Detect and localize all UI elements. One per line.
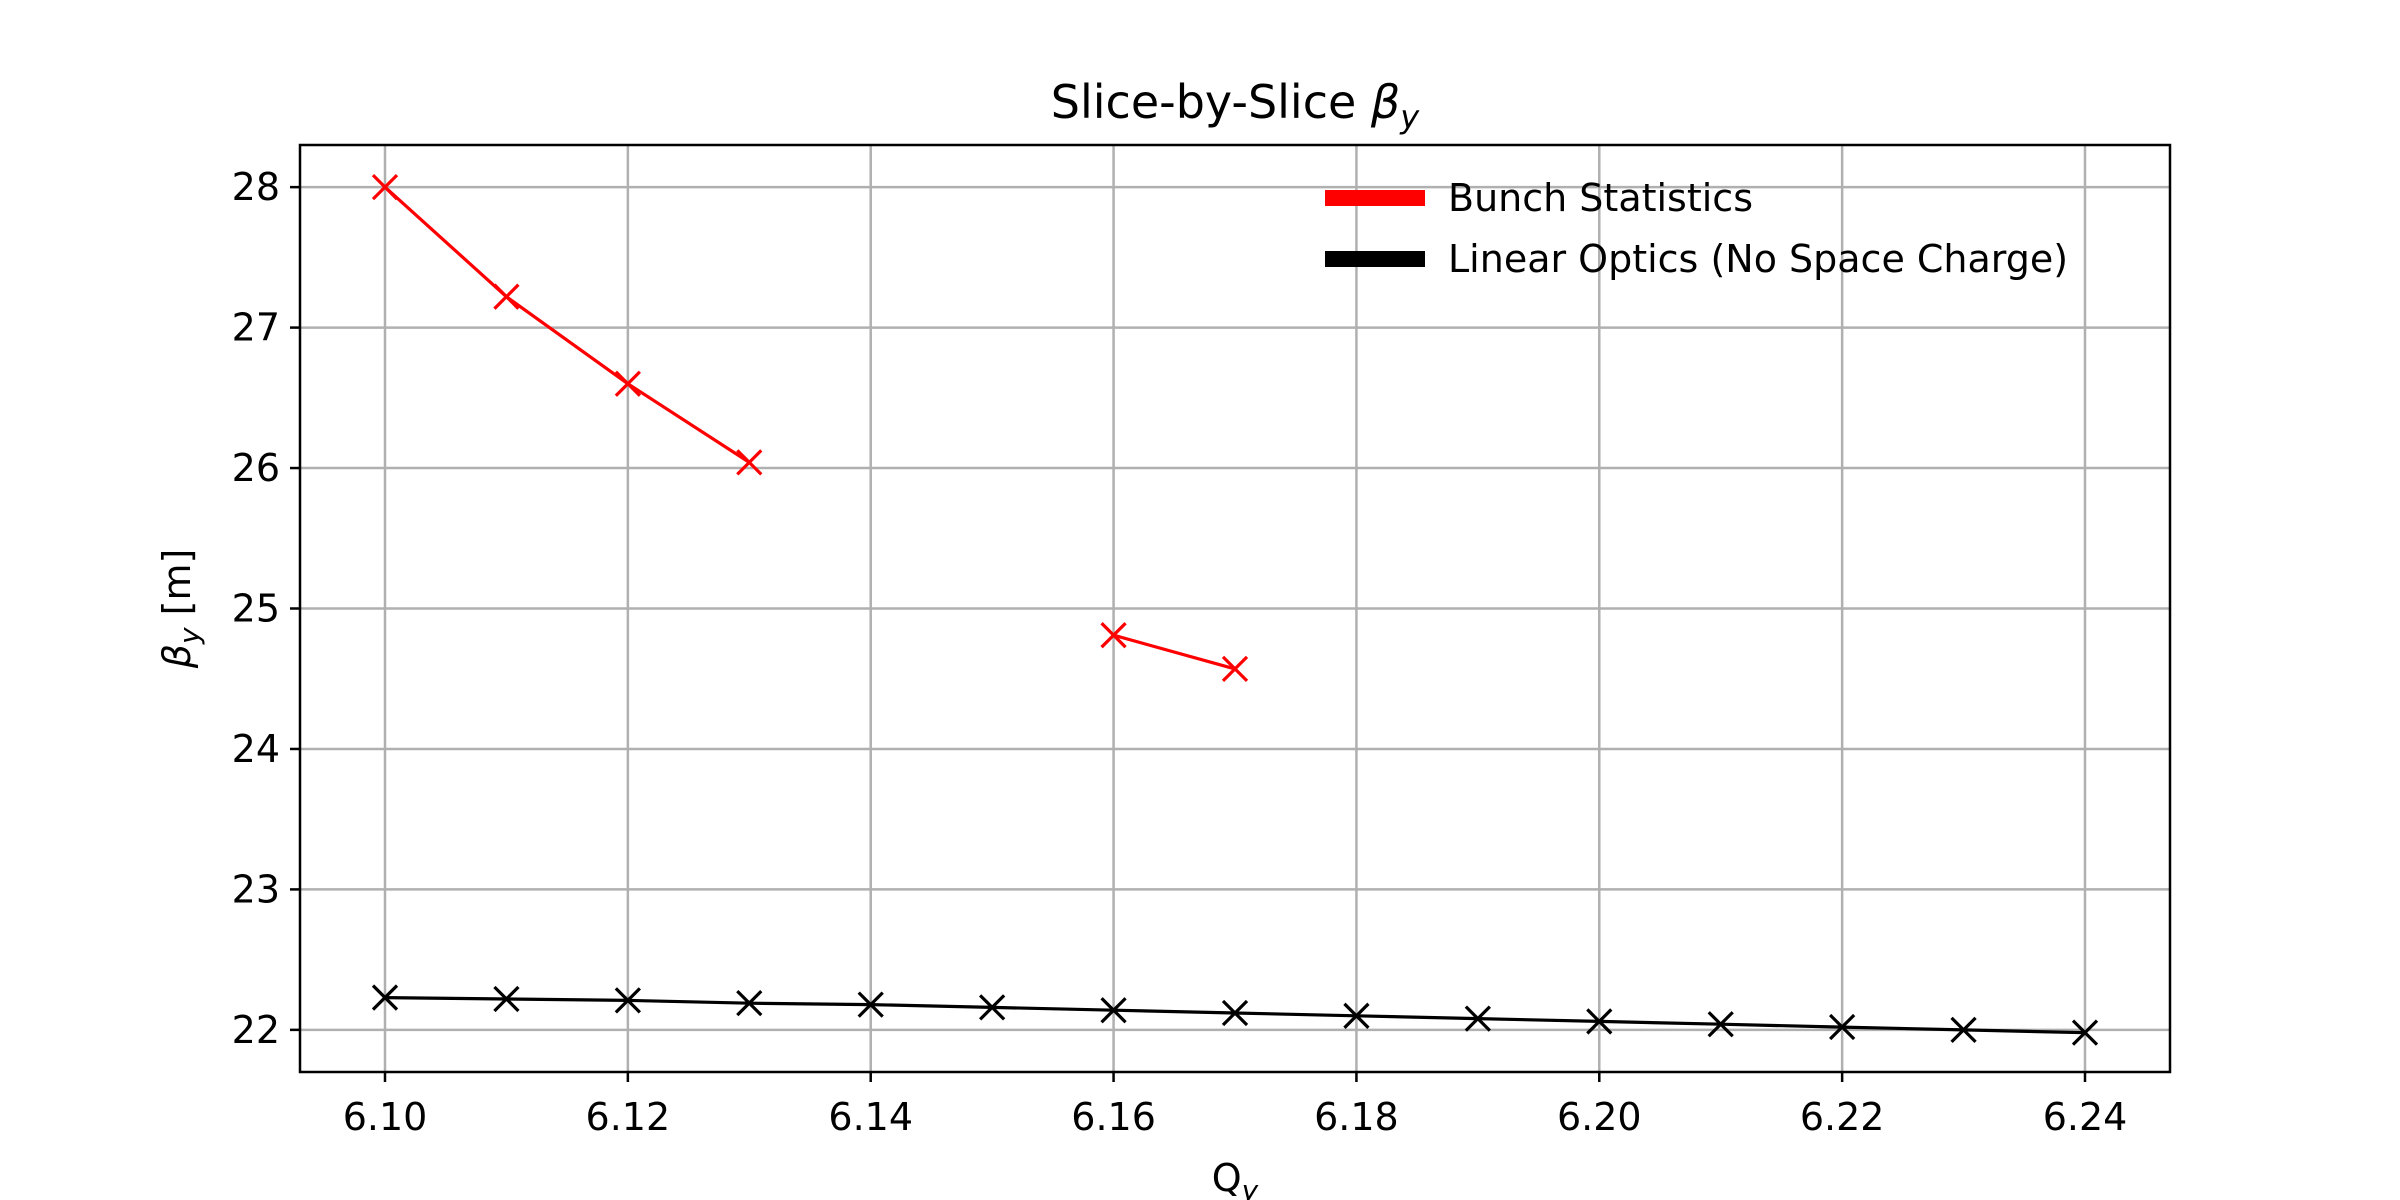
legend-label: Bunch Statistics — [1448, 176, 1753, 220]
data-point-marker — [736, 449, 763, 476]
y-axis-label: βy [m] — [155, 549, 206, 670]
y-tick-label: 25 — [232, 587, 280, 631]
data-point-marker — [1707, 1011, 1734, 1038]
series-2 — [371, 984, 2099, 1046]
data-point-marker — [1100, 622, 1127, 649]
series-layer — [371, 174, 2099, 1046]
data-point-marker — [736, 990, 763, 1017]
data-point-marker — [1464, 1005, 1491, 1032]
x-tick-label: 6.20 — [1557, 1095, 1642, 1139]
y-tick-label: 26 — [232, 446, 280, 490]
x-axis-label: Qy — [1212, 1156, 1259, 1200]
grid — [300, 145, 2170, 1072]
x-tick-label: 6.12 — [586, 1095, 671, 1139]
data-point-marker — [614, 987, 641, 1014]
data-point-marker — [1100, 997, 1127, 1024]
data-point-marker — [2071, 1019, 2099, 1046]
chart-title: Slice-by-Slice βy — [1051, 75, 1421, 136]
series-line — [1113, 633, 1236, 671]
data-point-marker — [1343, 1002, 1370, 1029]
ticks: 6.10 6.12 6.14 6.16 6.18 6.20 6.22 6.24 22 23 24 25… — [232, 165, 2128, 1139]
x-tick-label: 6.10 — [343, 1095, 428, 1139]
legend: Bunch Statistics Linear Optics (No Space … — [1325, 176, 2068, 281]
legend-label: Linear Optics (No Space Charge) — [1448, 237, 2068, 281]
x-tick-label: 6.22 — [1800, 1095, 1885, 1139]
data-point-marker — [614, 370, 641, 397]
y-tick-label: 28 — [232, 165, 280, 209]
data-point-marker — [371, 984, 399, 1011]
y-tick-label: 27 — [232, 306, 280, 350]
data-point-marker — [1221, 655, 1249, 683]
data-point-marker — [1221, 999, 1249, 1027]
data-point-marker — [979, 994, 1006, 1021]
x-tick-label: 6.18 — [1314, 1095, 1399, 1139]
data-point-marker — [1586, 1008, 1613, 1035]
y-tick-label: 23 — [232, 867, 280, 911]
y-tick-label: 24 — [232, 727, 280, 771]
series-1 — [371, 174, 1249, 683]
data-point-marker — [493, 985, 520, 1013]
data-point-marker — [1829, 1013, 1856, 1041]
series-line — [383, 185, 751, 464]
y-tick-label: 22 — [232, 1008, 280, 1052]
data-point-marker — [1950, 1016, 1977, 1043]
x-tick-label: 6.24 — [2043, 1095, 2128, 1139]
x-tick-label: 6.14 — [828, 1095, 913, 1139]
data-point-marker — [371, 174, 399, 201]
data-point-marker — [857, 991, 884, 1018]
data-point-marker — [493, 283, 520, 310]
x-tick-label: 6.16 — [1071, 1095, 1156, 1139]
